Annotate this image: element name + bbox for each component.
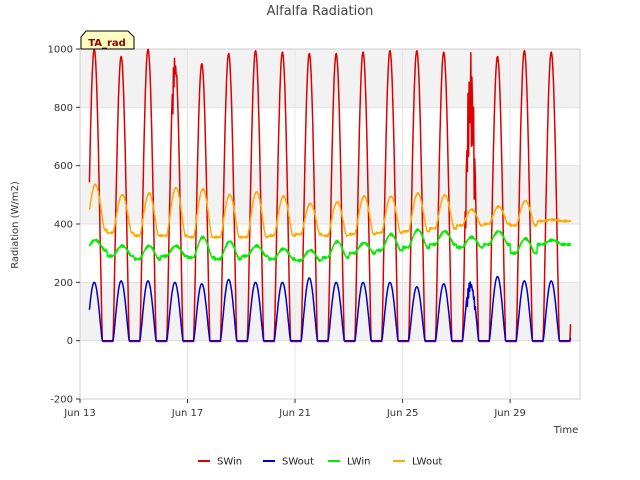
x-axis-title: Time (553, 425, 578, 436)
y-tick-label: 800 (54, 103, 73, 114)
y-tick-label: 1000 (48, 45, 73, 56)
legend-item-swin: SWin (198, 457, 242, 468)
legend-label: SWout (282, 457, 314, 468)
badge-label: TA_rad (88, 38, 126, 49)
legend-item-lwin: LWin (328, 457, 370, 468)
series-line-lwin (88, 228, 572, 263)
legend-label: LWout (412, 457, 442, 468)
y-tick-label: 600 (54, 161, 73, 172)
y-tick-label: 200 (54, 278, 73, 289)
series-layer (88, 48, 572, 343)
legend-label: SWin (217, 457, 242, 468)
ta-rad-badge: TA_rad (80, 30, 135, 50)
band-3 (80, 165, 580, 224)
band-4 (80, 107, 580, 166)
x-tick-label: Jun 21 (278, 408, 311, 419)
y-axis-ticks: -200 0 200 400 600 800 1000 (48, 45, 80, 406)
x-tick-label: Jun 29 (493, 408, 526, 419)
legend-label: LWin (347, 457, 370, 468)
background-bands (80, 49, 580, 399)
x-tick-label: Jun 25 (386, 408, 419, 419)
series-line-swout (88, 275, 572, 342)
band-5 (80, 49, 580, 108)
y-tick-label: 400 (54, 220, 73, 231)
legend-item-lwout: LWout (393, 457, 442, 468)
x-tick-label: Jun 17 (171, 408, 204, 419)
y-tick-label: 0 (67, 336, 73, 347)
badge-shape (80, 30, 135, 50)
x-axis-ticks: Jun 13 Jun 17 Jun 21 Jun 25 Jun 29 (63, 399, 526, 419)
legend-item-swout: SWout (263, 457, 314, 468)
legend: SWin SWout LWin LWout (198, 457, 442, 468)
x-tick-label: Jun 13 (63, 408, 96, 419)
chart-title: Alfalfa Radiation (267, 4, 374, 19)
y-tick-label: -200 (50, 395, 73, 406)
series-line-lwout (88, 183, 572, 239)
y-axis-title: Radiation (W/m2) (10, 181, 21, 269)
band-0 (80, 340, 580, 399)
